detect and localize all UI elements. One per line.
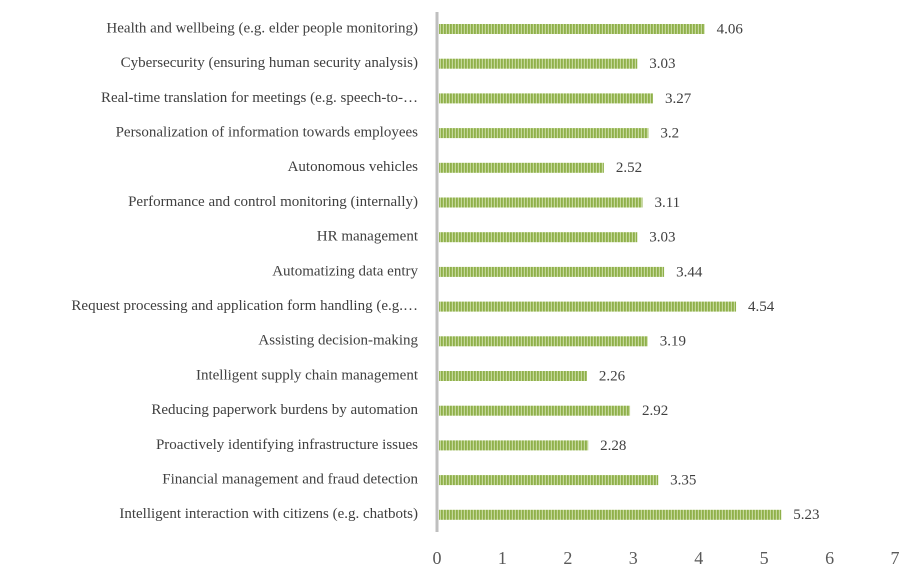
value-label: 4.06 (717, 21, 744, 37)
x-tick-label: 2 (563, 548, 572, 568)
bar (439, 301, 737, 312)
y-tick-label: Health and wellbeing (e.g. elder people … (106, 20, 418, 36)
value-label: 3.03 (649, 230, 675, 246)
value-label: 2.28 (600, 438, 626, 454)
bar (439, 266, 665, 277)
x-tick-label: 5 (760, 548, 769, 568)
value-label: 3.03 (649, 56, 675, 72)
y-tick-label: Cybersecurity (ensuring human security a… (121, 55, 418, 71)
y-tick-label: Intelligent interaction with citizens (e… (119, 506, 418, 522)
bar (439, 336, 648, 347)
x-tick-label: 1 (498, 548, 507, 568)
value-label: 2.26 (599, 368, 626, 384)
bar (439, 371, 587, 381)
bar (439, 405, 631, 416)
bar (439, 93, 653, 104)
y-tick-label: Performance and control monitoring (inte… (128, 194, 418, 210)
y-tick-label: Intelligent supply chain management (196, 367, 419, 383)
x-tick-label: 6 (825, 548, 834, 568)
value-label: 4.54 (748, 299, 775, 315)
y-tick-label: Request processing and application form … (71, 298, 418, 314)
y-tick-label: Autonomous vehicles (288, 159, 419, 175)
value-label: 3.27 (665, 91, 692, 107)
value-label: 2.52 (616, 160, 642, 176)
x-tick-label: 3 (629, 548, 638, 568)
bar (439, 475, 659, 486)
value-label: 3.44 (676, 264, 703, 280)
x-tick-label: 4 (694, 548, 703, 568)
value-label: 3.35 (670, 473, 696, 489)
bar (439, 162, 604, 173)
bar (439, 440, 589, 451)
value-label: 5.23 (793, 507, 819, 523)
bar (439, 197, 643, 208)
bar (439, 128, 649, 139)
y-tick-label: Real-time translation for meetings (e.g.… (101, 90, 418, 106)
x-tick-label: 7 (891, 548, 900, 568)
value-label: 3.11 (654, 195, 680, 211)
value-label: 3.19 (660, 334, 686, 350)
bar (439, 232, 638, 243)
bar (439, 509, 782, 520)
y-tick-label: Personalization of information towards e… (116, 125, 419, 141)
y-tick-label: HR management (317, 229, 419, 245)
y-tick-label: Reducing paperwork burdens by automation (151, 402, 418, 418)
x-tick-label: 0 (433, 548, 442, 568)
y-tick-label: Financial management and fraud detection (162, 472, 418, 488)
y-tick-label: Assisting decision-making (258, 333, 418, 349)
value-label: 3.2 (660, 126, 679, 142)
y-tick-label: Automatizing data entry (272, 263, 418, 279)
bar (439, 24, 705, 34)
value-label: 2.92 (642, 403, 668, 419)
y-tick-label: Proactively identifying infrastructure i… (156, 437, 418, 453)
bar (439, 58, 638, 69)
